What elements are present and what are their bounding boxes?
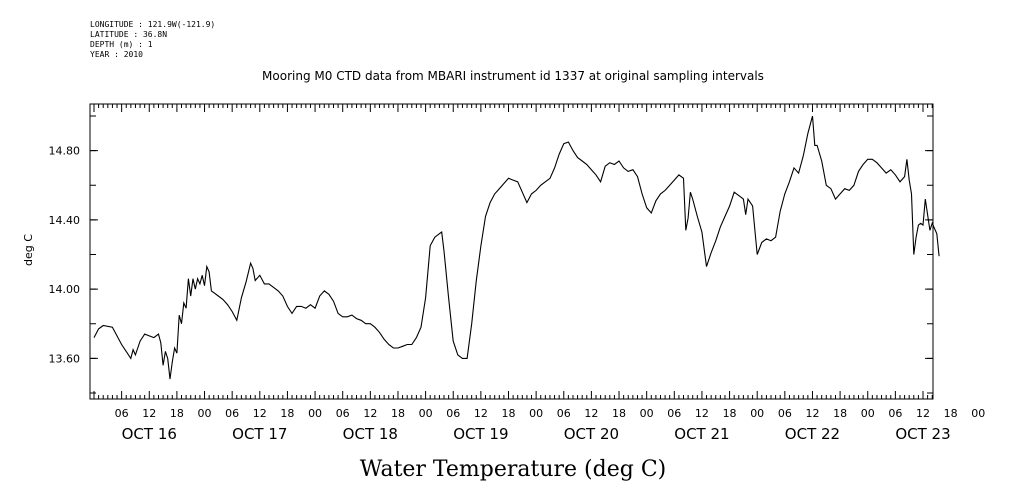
- x-date-label: OCT 22: [785, 425, 840, 443]
- y-tick-label: 14.00: [49, 283, 81, 296]
- x-tick-label: 12: [695, 407, 709, 420]
- x-tick-label: 00: [861, 407, 875, 420]
- x-tick-label: 12: [253, 407, 267, 420]
- x-tick-label: 18: [502, 407, 516, 420]
- y-tick-label: 14.80: [49, 145, 81, 158]
- x-tick-label: 00: [750, 407, 764, 420]
- plot-frame: [89, 103, 934, 400]
- x-tick-label: 18: [170, 407, 184, 420]
- x-date-label: OCT 21: [674, 425, 729, 443]
- x-date-label: OCT 20: [564, 425, 619, 443]
- x-tick-label: 06: [225, 407, 239, 420]
- x-tick-label: 06: [336, 407, 350, 420]
- x-tick-label: 00: [971, 407, 985, 420]
- metadata-year: YEAR : 2010: [90, 50, 143, 59]
- x-tick-label: 18: [280, 407, 294, 420]
- x-tick-label: 12: [474, 407, 488, 420]
- y-axis: 13.60 14.00 14.40 14.80: [49, 115, 933, 394]
- metadata-depth: DEPTH (m) : 1: [90, 40, 153, 49]
- y-axis-label: deg C: [22, 234, 35, 266]
- x-tick-label: 12: [363, 407, 377, 420]
- series-layer: [93, 115, 940, 380]
- x-tick-label: 00: [198, 407, 212, 420]
- x-date-label: OCT 16: [122, 425, 177, 443]
- y-tick-label: 13.60: [49, 352, 81, 365]
- x-date-label: OCT 23: [895, 425, 950, 443]
- x-tick-label: 12: [805, 407, 819, 420]
- x-tick-label: 06: [446, 407, 460, 420]
- chart-title: Mooring M0 CTD data from MBARI instrumen…: [262, 69, 764, 83]
- x-date-label: OCT 17: [232, 425, 287, 443]
- x-tick-label: 12: [142, 407, 156, 420]
- x-tick-label: 06: [115, 407, 129, 420]
- x-tick-label: 00: [308, 407, 322, 420]
- x-tick-label: 18: [612, 407, 626, 420]
- x-tick-label: 18: [833, 407, 847, 420]
- x-tick-label: 06: [888, 407, 902, 420]
- x-tick-label: 18: [391, 407, 405, 420]
- x-tick-label: 18: [723, 407, 737, 420]
- x-tick-label: 00: [640, 407, 654, 420]
- x-axis: 06 12 18 00 06 12 18 00 06 12 18 00 06 12 18 00 06 12 18 00…: [93, 104, 985, 443]
- x-tick-label: 06: [557, 407, 571, 420]
- metadata-longitude: LONGITUDE : 121.9W(-121.9): [90, 20, 216, 29]
- temperature-series-line: [93, 115, 940, 380]
- x-tick-label: 06: [778, 407, 792, 420]
- x-tick-label: 00: [529, 407, 543, 420]
- x-axis-label: Water Temperature (deg C): [360, 457, 667, 482]
- x-tick-label: 12: [584, 407, 598, 420]
- y-tick-label: 14.40: [49, 214, 81, 227]
- metadata-block: LONGITUDE : 121.9W(-121.9) LATITUDE : 36…: [90, 20, 215, 60]
- x-tick-label: 18: [944, 407, 958, 420]
- x-date-label: OCT 19: [453, 425, 508, 443]
- metadata-latitude: LATITUDE : 36.8N: [90, 30, 168, 39]
- x-tick-label: 12: [916, 407, 930, 420]
- x-tick-label: 06: [667, 407, 681, 420]
- x-tick-label: 00: [419, 407, 433, 420]
- x-date-label: OCT 18: [343, 425, 398, 443]
